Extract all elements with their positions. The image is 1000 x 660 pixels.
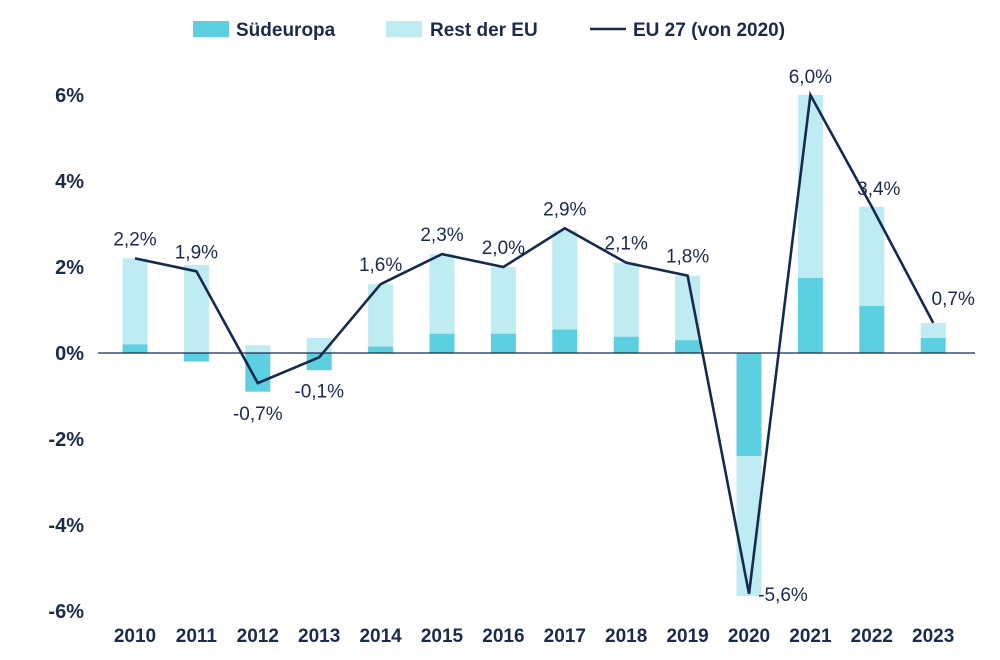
legend-swatch-0 <box>193 21 229 37</box>
bar-rest-der-eu-2018 <box>613 262 639 337</box>
x-tick-label: 2020 <box>728 626 770 647</box>
bar-suedeuropa-2016 <box>490 333 516 353</box>
x-tick-label: 2011 <box>176 626 218 647</box>
line-series <box>134 90 935 595</box>
data-label-2022: 3,4% <box>857 179 900 200</box>
bar-rest-der-eu-2019 <box>675 275 701 341</box>
bar-suedeuropa-2010 <box>122 344 148 353</box>
x-tick-label: 2012 <box>237 626 279 647</box>
x-tick-label: 2022 <box>851 626 893 647</box>
y-axis: 6% 4% 2% 0% -2% -4% -6% <box>48 85 84 623</box>
bar-suedeuropa-2021 <box>797 277 823 353</box>
data-label-2013: -0,1% <box>294 381 344 402</box>
bar-suedeuropa-2018 <box>613 336 639 353</box>
x-tick-label: 2014 <box>359 626 402 647</box>
y-tick-label: 4% <box>55 171 84 193</box>
legend-label-2: EU 27 (von 2020) <box>633 20 785 41</box>
bar-suedeuropa-2012 <box>245 353 271 392</box>
y-tick-label: -4% <box>48 515 84 537</box>
x-tick-label: 2021 <box>789 626 832 647</box>
data-label-2012: -0,7% <box>233 404 283 425</box>
x-tick-label: 2019 <box>666 626 708 647</box>
y-tick-label: 0% <box>55 343 84 365</box>
bar-suedeuropa-2020 <box>736 353 762 457</box>
x-axis: 2010 2011 2012 2013 2014 2015 2016 2017 2018 2019… <box>114 626 954 647</box>
bar-rest-der-eu-2011 <box>183 264 209 353</box>
bar-suedeuropa-2013 <box>306 353 332 371</box>
data-label-2017: 2,9% <box>543 199 586 220</box>
data-label-2016: 2,0% <box>482 238 525 259</box>
x-tick-label: 2018 <box>605 626 647 647</box>
data-label-2020: -5,6% <box>758 585 808 606</box>
bar-rest-der-eu-2021 <box>797 95 823 278</box>
data-label-2018: 2,1% <box>605 234 648 255</box>
x-tick-label: 2010 <box>114 626 156 647</box>
data-label-2014: 1,6% <box>359 255 402 276</box>
bar-suedeuropa-2023 <box>920 337 946 353</box>
bar-rest-der-eu-2012 <box>245 345 271 353</box>
y-tick-label: -6% <box>48 601 84 623</box>
x-tick-label: 2017 <box>544 626 586 647</box>
x-tick-label: 2015 <box>421 626 464 647</box>
data-labels: 2,2% 1,9% -0,7% -0,1% 1,6% 2,3% 2,0% 2,9% 2,1% 1,… <box>113 67 975 606</box>
legend-label-1: Rest der EU <box>430 20 538 41</box>
eu27-line <box>134 90 935 595</box>
bar-rest-der-eu-2017 <box>552 230 578 330</box>
bar-suedeuropa-2019 <box>675 340 701 353</box>
bar-suedeuropa-2017 <box>552 329 578 353</box>
data-label-2015: 2,3% <box>420 225 463 246</box>
x-tick-label: 2023 <box>912 626 954 647</box>
x-tick-label: 2016 <box>482 626 524 647</box>
legend: Südeuropa Rest der EU EU 27 (von 2020) <box>193 20 785 41</box>
bar-rest-der-eu-2023 <box>920 322 946 338</box>
bar-suedeuropa-2011 <box>183 353 209 362</box>
bar-suedeuropa-2014 <box>368 346 394 353</box>
y-tick-label: 6% <box>55 85 84 107</box>
data-label-2010: 2,2% <box>113 229 156 250</box>
bar-suedeuropa-2022 <box>859 305 885 353</box>
y-tick-label: -2% <box>48 429 84 451</box>
bar-suedeuropa-2015 <box>429 333 455 353</box>
bars <box>122 95 946 596</box>
legend-label-0: Südeuropa <box>236 20 336 41</box>
data-label-2011: 1,9% <box>175 242 218 263</box>
data-label-2023: 0,7% <box>932 289 975 310</box>
data-label-2019: 1,8% <box>666 247 709 268</box>
bar-rest-der-eu-2015 <box>429 254 455 334</box>
data-label-2021: 6,0% <box>789 67 832 88</box>
bar-rest-der-eu-2010 <box>122 258 148 345</box>
y-tick-label: 2% <box>55 257 84 279</box>
legend-swatch-1 <box>386 21 422 37</box>
x-tick-label: 2013 <box>298 626 340 647</box>
bar-rest-der-eu-2016 <box>490 267 516 334</box>
